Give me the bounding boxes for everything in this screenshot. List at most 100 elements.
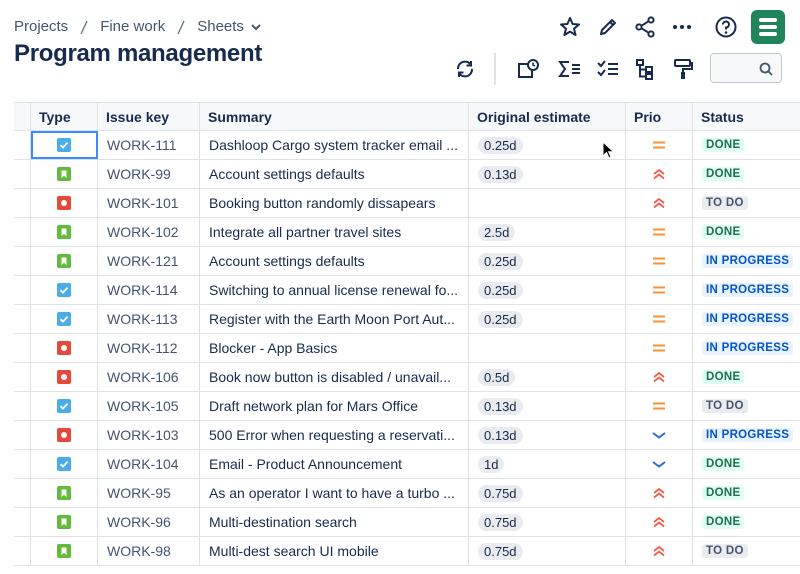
summary[interactable]: As an operator I want to have a turbo ..… bbox=[200, 479, 469, 507]
priority-cell[interactable] bbox=[626, 276, 693, 304]
issue-key[interactable]: WORK-95 bbox=[98, 479, 200, 507]
estimate-cell[interactable]: 0.75d bbox=[469, 537, 626, 565]
status-cell[interactable]: IN PROGRESS bbox=[693, 334, 800, 362]
priority-cell[interactable] bbox=[626, 479, 693, 507]
issue-key[interactable]: WORK-103 bbox=[98, 421, 200, 449]
summary[interactable]: Register with the Earth Moon Port Aut... bbox=[200, 305, 469, 333]
priority-cell[interactable] bbox=[626, 305, 693, 333]
summary[interactable]: Multi-destination search bbox=[200, 508, 469, 536]
breadcrumb[interactable]: Fine work bbox=[100, 18, 166, 35]
edit-button[interactable] bbox=[596, 15, 620, 39]
help-button[interactable] bbox=[714, 15, 738, 39]
issue-key[interactable]: WORK-101 bbox=[98, 189, 200, 217]
estimate-cell[interactable] bbox=[469, 189, 626, 217]
more-button[interactable] bbox=[670, 15, 694, 39]
estimate-cell[interactable]: 0.5d bbox=[469, 363, 626, 391]
column-header[interactable]: Summary bbox=[200, 103, 469, 130]
issue-key[interactable]: WORK-121 bbox=[98, 247, 200, 275]
type-cell[interactable] bbox=[31, 363, 98, 391]
estimate-cell[interactable]: 2.5d bbox=[469, 218, 626, 246]
type-cell[interactable] bbox=[31, 508, 98, 536]
estimate-cell[interactable]: 0.25d bbox=[469, 247, 626, 275]
dropdown-chevron[interactable] bbox=[249, 20, 263, 34]
sum-button[interactable] bbox=[558, 58, 582, 80]
breadcrumb[interactable]: Sheets bbox=[197, 18, 244, 35]
issue-key[interactable]: WORK-104 bbox=[98, 450, 200, 478]
column-header[interactable]: Issue key bbox=[98, 103, 200, 130]
estimate-cell[interactable]: 0.13d bbox=[469, 421, 626, 449]
hierarchy-button[interactable] bbox=[634, 58, 656, 80]
status-cell[interactable]: DONE bbox=[693, 160, 800, 188]
status-cell[interactable]: DONE bbox=[693, 450, 800, 478]
column-header[interactable]: Original estimate bbox=[469, 103, 626, 130]
summary[interactable]: Email - Product Announcement bbox=[200, 450, 469, 478]
priority-cell[interactable] bbox=[626, 160, 693, 188]
status-cell[interactable]: TO DO bbox=[693, 537, 800, 565]
status-cell[interactable]: IN PROGRESS bbox=[693, 276, 800, 304]
status-cell[interactable]: IN PROGRESS bbox=[693, 421, 800, 449]
type-cell[interactable] bbox=[31, 160, 98, 188]
type-cell[interactable] bbox=[31, 131, 98, 159]
status-cell[interactable]: DONE bbox=[693, 131, 800, 159]
estimate-cell[interactable] bbox=[469, 334, 626, 362]
status-cell[interactable]: DONE bbox=[693, 508, 800, 536]
status-cell[interactable]: DONE bbox=[693, 479, 800, 507]
priority-cell[interactable] bbox=[626, 508, 693, 536]
estimate-cell[interactable]: 0.75d bbox=[469, 479, 626, 507]
type-cell[interactable] bbox=[31, 305, 98, 333]
estimate-cell[interactable]: 0.25d bbox=[469, 305, 626, 333]
priority-cell[interactable] bbox=[626, 218, 693, 246]
priority-cell[interactable] bbox=[626, 421, 693, 449]
status-cell[interactable]: TO DO bbox=[693, 189, 800, 217]
issue-key[interactable]: WORK-113 bbox=[98, 305, 200, 333]
estimate-cell[interactable]: 0.13d bbox=[469, 160, 626, 188]
issue-key[interactable]: WORK-98 bbox=[98, 537, 200, 565]
issue-key[interactable]: WORK-112 bbox=[98, 334, 200, 362]
status-cell[interactable]: DONE bbox=[693, 363, 800, 391]
refresh-button[interactable] bbox=[454, 58, 476, 80]
type-cell[interactable] bbox=[31, 450, 98, 478]
summary[interactable]: 500 Error when requesting a reservati... bbox=[200, 421, 469, 449]
type-cell[interactable] bbox=[31, 334, 98, 362]
type-cell[interactable] bbox=[31, 218, 98, 246]
estimate-cell[interactable]: 0.25d bbox=[469, 276, 626, 304]
issue-key[interactable]: WORK-111 bbox=[98, 131, 200, 159]
estimate-cell[interactable]: 0.75d bbox=[469, 508, 626, 536]
priority-cell[interactable] bbox=[626, 392, 693, 420]
summary[interactable]: Account settings defaults bbox=[200, 247, 469, 275]
breadcrumb[interactable]: Projects bbox=[14, 18, 69, 35]
issue-key[interactable]: WORK-99 bbox=[98, 160, 200, 188]
priority-cell[interactable] bbox=[626, 247, 693, 275]
status-cell[interactable]: DONE bbox=[693, 218, 800, 246]
column-header[interactable]: Status bbox=[701, 108, 744, 125]
column-header[interactable]: Type bbox=[31, 103, 98, 130]
type-cell[interactable] bbox=[31, 392, 98, 420]
summary[interactable]: Book now button is disabled / unavail... bbox=[200, 363, 469, 391]
priority-cell[interactable] bbox=[626, 450, 693, 478]
issue-key[interactable]: WORK-96 bbox=[98, 508, 200, 536]
estimate-cell[interactable]: 1d bbox=[469, 450, 626, 478]
estimate-cell[interactable]: 0.25d bbox=[469, 131, 626, 159]
type-cell[interactable] bbox=[31, 189, 98, 217]
type-cell[interactable] bbox=[31, 537, 98, 565]
search-box[interactable] bbox=[710, 53, 782, 83]
summary[interactable]: Account settings defaults bbox=[200, 160, 469, 188]
priority-cell[interactable] bbox=[626, 537, 693, 565]
share-button[interactable] bbox=[633, 15, 657, 39]
status-cell[interactable]: TO DO bbox=[693, 392, 800, 420]
summary[interactable]: Multi-dest search UI mobile bbox=[200, 537, 469, 565]
summary[interactable]: Blocker - App Basics bbox=[200, 334, 469, 362]
type-cell[interactable] bbox=[31, 276, 98, 304]
type-cell[interactable] bbox=[31, 479, 98, 507]
issue-key[interactable]: WORK-106 bbox=[98, 363, 200, 391]
summary[interactable]: Switching to annual license renewal fo..… bbox=[200, 276, 469, 304]
issue-key[interactable]: WORK-105 bbox=[98, 392, 200, 420]
star-button[interactable] bbox=[558, 15, 582, 39]
status-cell[interactable]: IN PROGRESS bbox=[693, 247, 800, 275]
priority-cell[interactable] bbox=[626, 131, 693, 159]
priority-cell[interactable] bbox=[626, 363, 693, 391]
issue-key[interactable]: WORK-114 bbox=[98, 276, 200, 304]
format-button[interactable] bbox=[672, 58, 694, 80]
estimate-cell[interactable]: 0.13d bbox=[469, 392, 626, 420]
priority-cell[interactable] bbox=[626, 189, 693, 217]
